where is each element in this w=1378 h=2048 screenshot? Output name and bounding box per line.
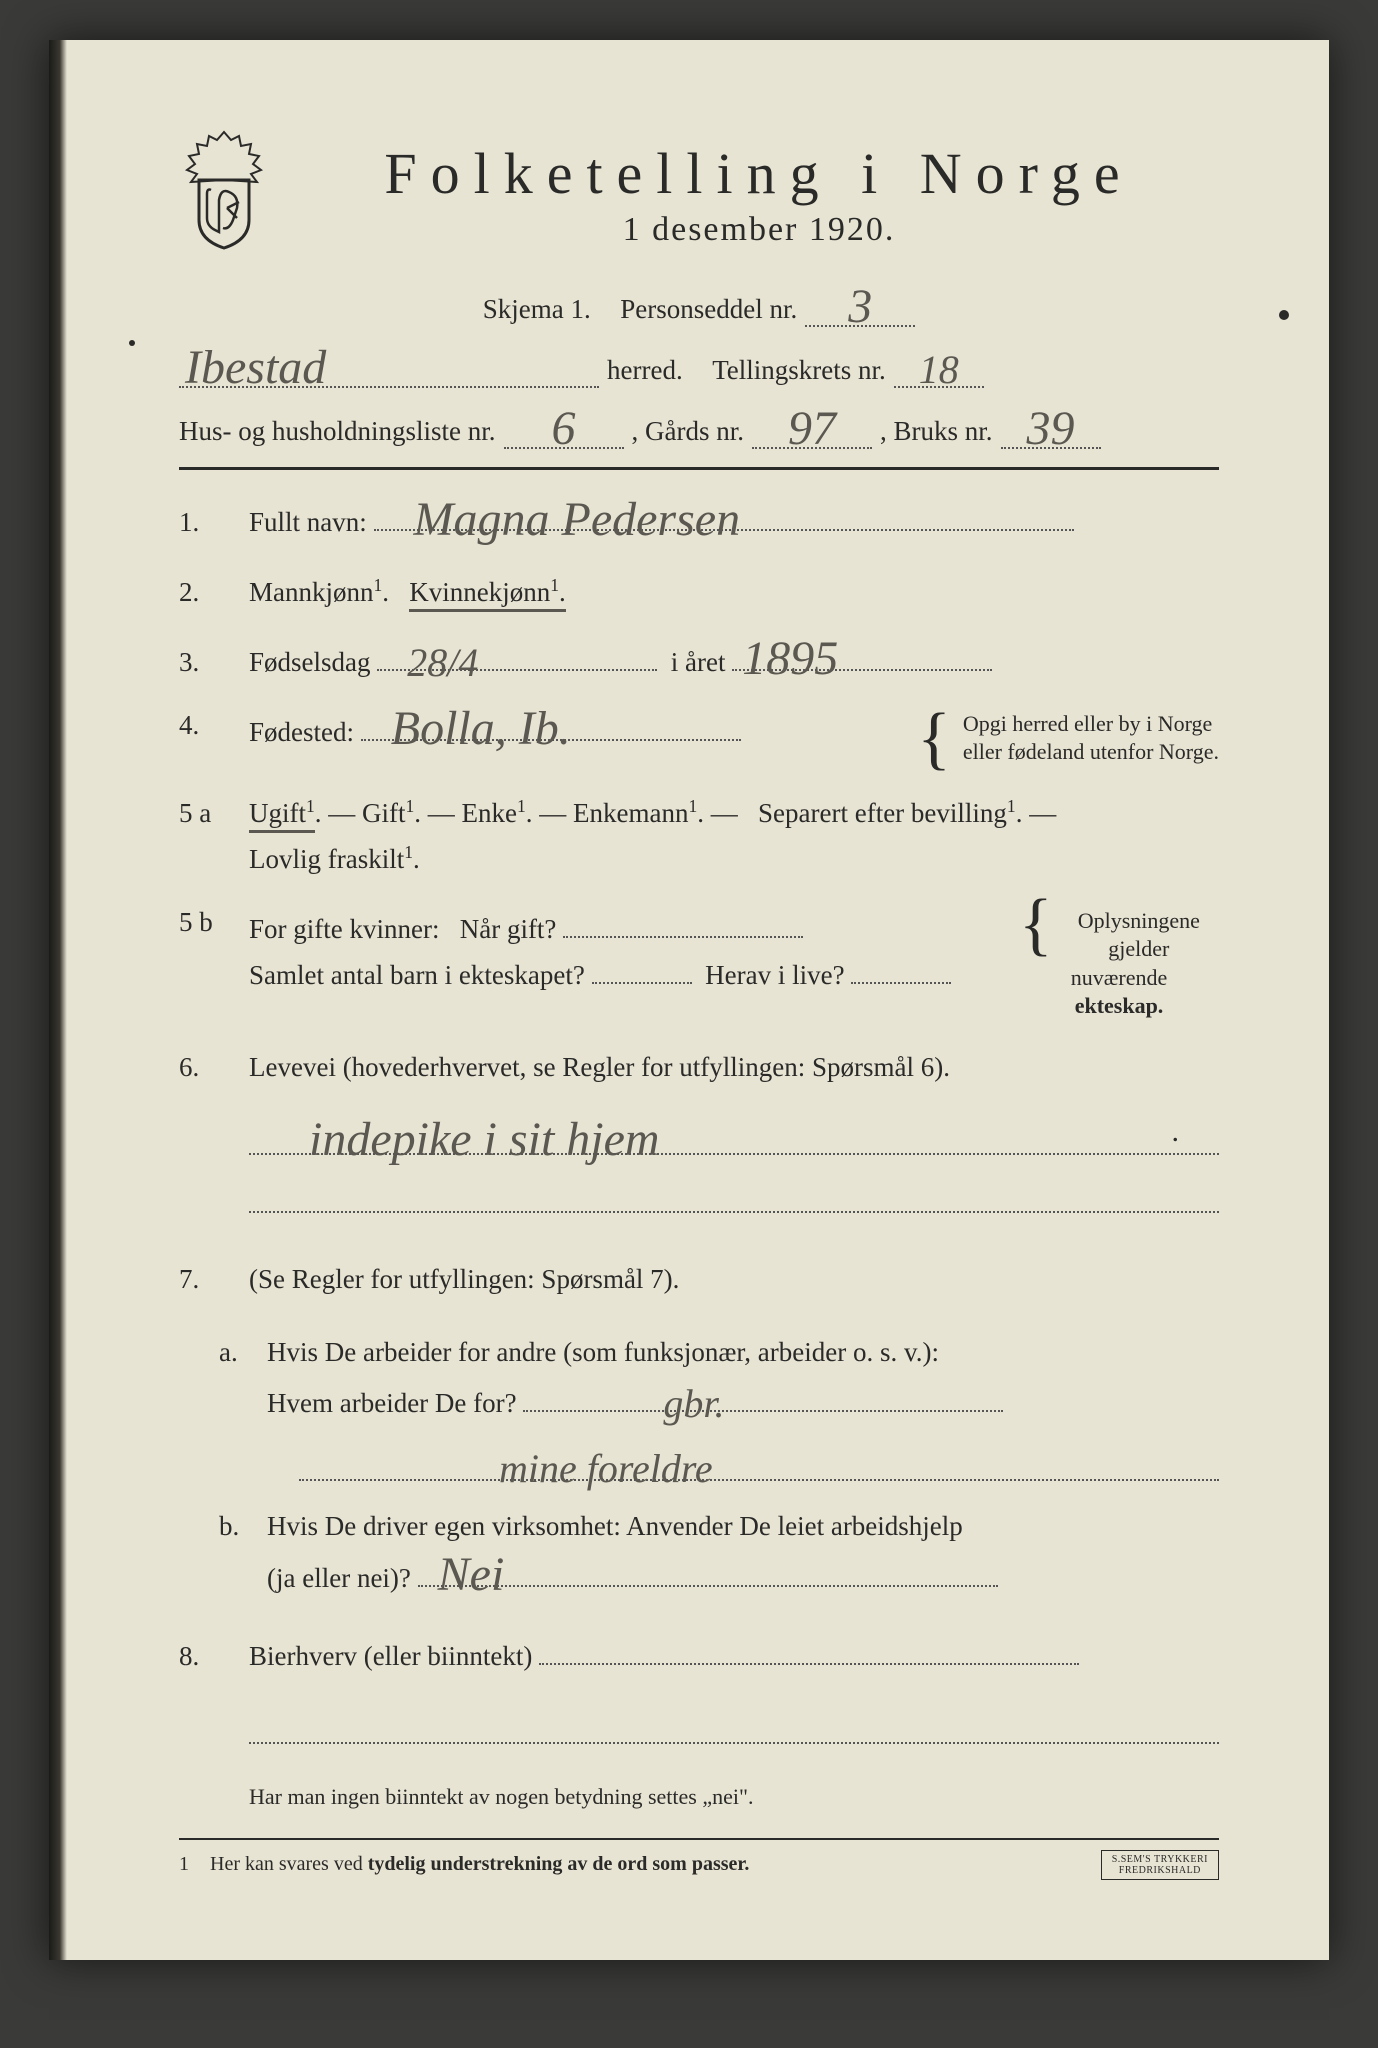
q3-num: 3. <box>179 647 229 678</box>
question-7: 7. (Se Regler for utfyllingen: Spørsmål … <box>179 1257 1219 1303</box>
skjema-label: Skjema 1. <box>483 294 591 325</box>
question-7a: a. Hvis De arbeider for andre (som funks… <box>219 1327 1219 1430</box>
q1-value: Magna Pedersen <box>414 501 741 539</box>
q3-year: 1895 <box>742 640 838 678</box>
q7b-value: Nei <box>438 1556 505 1594</box>
q4-note: { Opgi herred eller by i Norge eller fød… <box>917 710 1219 767</box>
personseddel-nr-field: 3 <box>805 284 915 327</box>
q8-label: Bierhverv (eller biinntekt) <box>249 1641 532 1671</box>
main-title: Folketelling i Norge <box>299 140 1219 207</box>
bruks-nr: 39 <box>1027 410 1075 448</box>
q7b-line1: Hvis De driver egen virksomhet: Anvender… <box>267 1511 963 1541</box>
q6-field-2 <box>249 1173 1219 1213</box>
herred-label: herred. <box>607 355 683 386</box>
q7a-value2: mine foreldre <box>499 1453 713 1485</box>
tellingskrets-nr: 18 <box>919 354 959 386</box>
brace-icon: { <box>917 721 951 756</box>
q5a-ugift-selected: Ugift1 <box>249 798 315 833</box>
footnote: 1 Her kan svares ved tydelig understrekn… <box>179 1838 1219 1880</box>
ink-dot <box>1279 310 1289 320</box>
q5b-nargift-field <box>563 936 803 938</box>
gards-nr: 97 <box>788 410 836 448</box>
husliste-field: 6 <box>504 406 624 449</box>
q7a-line2: Hvem arbeider De for? <box>267 1388 517 1418</box>
printer-mark: S.SEM'S TRYKKERI FREDRIKSHALD <box>1101 1850 1219 1880</box>
coat-of-arms-icon <box>179 130 269 250</box>
question-5a: 5 a Ugift1. — Gift1. — Enke1. — Enkemann… <box>179 791 1219 883</box>
personseddel-nr: 3 <box>848 288 872 326</box>
tellingskrets-label: Tellingskrets nr. <box>712 355 886 386</box>
q5b-label: For gifte kvinner: <box>249 914 439 944</box>
q7b-letter: b. <box>219 1511 249 1542</box>
herred-field: Ibestad <box>179 345 599 388</box>
q8-field <box>539 1663 1079 1665</box>
question-4: 4. Fødested: Bolla, Ib. { Opgi herred el… <box>179 710 1219 767</box>
bruks-field: 39 <box>1001 406 1101 449</box>
q8-num: 8. <box>179 1641 229 1672</box>
q5a-num: 5 a <box>179 798 229 829</box>
question-8: 8. Bierhverv (eller biinntekt) <box>179 1634 1219 1680</box>
question-6: 6. Levevei (hovederhvervet, se Regler fo… <box>179 1045 1219 1091</box>
q7b-line2: (ja eller nei)? <box>267 1563 411 1593</box>
q7a-letter: a. <box>219 1337 249 1368</box>
question-3: 3. Fødselsdag 28/4 i året 1895 <box>179 640 1219 686</box>
subtitle: 1 desember 1920. <box>299 211 1219 249</box>
q4-field: Bolla, Ib. <box>361 739 741 741</box>
question-7b: b. Hvis De driver egen virksomhet: Anven… <box>219 1501 1219 1604</box>
q7b-field: Nei <box>418 1585 998 1587</box>
q5b-note: { Oplysningene gjelder nuværende ekteska… <box>1019 907 1219 1021</box>
divider <box>179 467 1219 470</box>
q6-label: Levevei (hovederhvervet, se Regler for u… <box>249 1052 950 1082</box>
meta-hus: Hus- og husholdningsliste nr. 6 , Gårds … <box>179 406 1219 449</box>
tellingskrets-field: 18 <box>894 350 984 388</box>
q1-field: Magna Pedersen <box>374 529 1074 531</box>
q3-year-field: 1895 <box>732 669 992 671</box>
footer-note: Har man ingen biinntekt av nogen betydni… <box>249 1784 1219 1810</box>
personseddel-label: Personseddel nr. <box>620 294 797 325</box>
q4-num: 4. <box>179 710 229 741</box>
q7a-line1: Hvis De arbeider for andre (som funksjon… <box>267 1337 939 1367</box>
q6-value: indepike i sit hjem <box>309 1121 660 1159</box>
census-form-page: Folketelling i Norge 1 desember 1920. Sk… <box>49 40 1329 1960</box>
title-block: Folketelling i Norge 1 desember 1920. <box>299 140 1219 249</box>
q1-num: 1. <box>179 507 229 538</box>
herred-value: Ibestad <box>185 349 326 387</box>
question-2: 2. Mannkjønn1. Kvinnekjønn1. <box>179 570 1219 616</box>
brace-icon: { <box>1019 907 1053 942</box>
q7a-field-2: mine foreldre <box>299 1441 1219 1481</box>
q2-mann: Mannkjønn <box>249 577 374 607</box>
header: Folketelling i Norge 1 desember 1920. <box>179 140 1219 250</box>
q7-label: (Se Regler for utfyllingen: Spørsmål 7). <box>249 1264 679 1294</box>
q3-label: Fødselsdag <box>249 647 371 677</box>
q5b-samlet-field <box>592 982 692 984</box>
q3-day: 28/4 <box>407 647 478 679</box>
q7a-field: gbr. <box>523 1410 1003 1412</box>
q2-num: 2. <box>179 577 229 608</box>
gards-field: 97 <box>752 406 872 449</box>
q4-value: Bolla, Ib. <box>391 710 571 748</box>
q6-field: indepike i sit hjem . <box>249 1115 1219 1155</box>
husliste-nr: 6 <box>552 410 576 448</box>
q3-day-field: 28/4 <box>377 669 657 671</box>
q5b-herav-field <box>851 982 951 984</box>
question-1: 1. Fullt navn: Magna Pedersen <box>179 500 1219 546</box>
q7-num: 7. <box>179 1264 229 1295</box>
footnote-num: 1 <box>179 1853 189 1875</box>
husliste-label: Hus- og husholdningsliste nr. <box>179 416 496 447</box>
footnote-text: Her kan svares ved tydelig understreknin… <box>210 1853 749 1875</box>
meta-skjema: Skjema 1. Personseddel nr. 3 <box>179 284 1219 327</box>
q4-label: Fødested: <box>249 717 354 747</box>
q5b-num: 5 b <box>179 907 229 938</box>
question-5b: 5 b { Oplysningene gjelder nuværende ekt… <box>179 907 1219 1021</box>
bruks-label: , Bruks nr. <box>880 416 993 447</box>
gards-label: , Gårds nr. <box>632 416 744 447</box>
q6-num: 6. <box>179 1052 229 1083</box>
q7a-value1: gbr. <box>663 1388 724 1420</box>
q1-label: Fullt navn: <box>249 507 367 537</box>
ink-dot <box>129 340 135 346</box>
q3-year-label: i året <box>671 647 726 677</box>
meta-herred: Ibestad herred. Tellingskrets nr. 18 <box>179 345 1219 388</box>
q8-field-2 <box>249 1704 1219 1744</box>
q2-kvinne-selected: Kvinnekjønn1. <box>409 577 566 612</box>
